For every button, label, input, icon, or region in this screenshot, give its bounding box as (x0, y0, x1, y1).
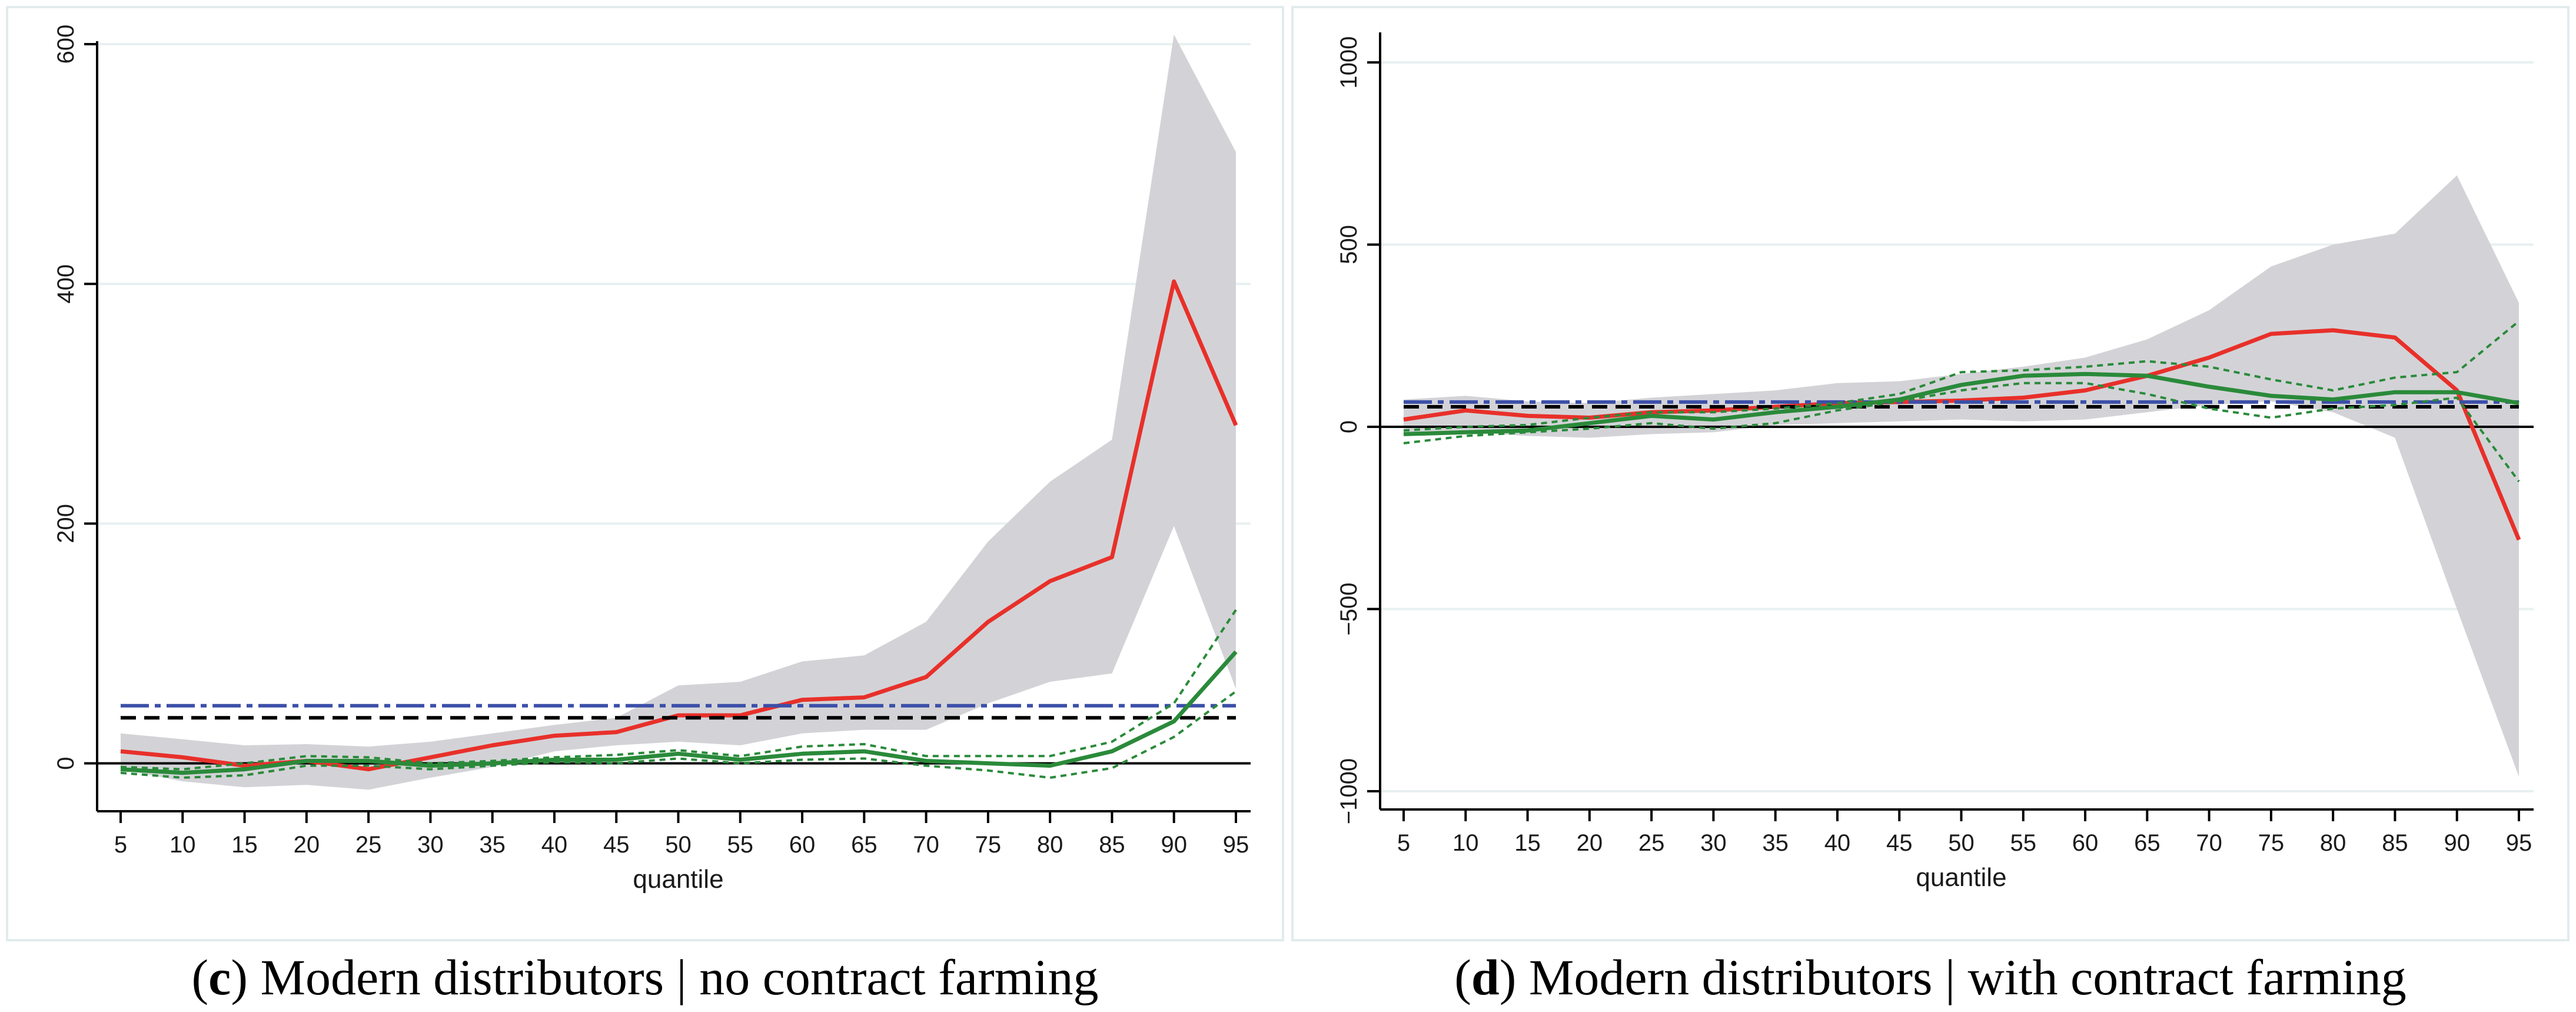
panel-d-frame (1291, 6, 2570, 941)
panel-d-caption: (d) Modern distributors | with contract … (1454, 949, 2407, 1006)
panel-d-y-tick-label: 1000 (1336, 36, 1362, 88)
panel-d-x-tick-label: 60 (2072, 830, 2099, 856)
panel-d-x-tick-label: 45 (1886, 830, 1913, 856)
panel-c-series-green-estimate (120, 650, 1238, 775)
panel-c-x-tick-label: 10 (169, 832, 196, 858)
panel-c-x-tick-label: 40 (541, 832, 568, 858)
panel-d-x-tick-label: 25 (1638, 830, 1665, 856)
panel-d-x-tick-label: 35 (1762, 830, 1789, 856)
panel-c-x-tick-label: 25 (355, 832, 382, 858)
panel-c-x-tick-label: 85 (1099, 832, 1125, 858)
panel-d-x-tick-label: 30 (1700, 830, 1727, 856)
panel-c-letter: c (208, 949, 231, 1006)
panel-c-x-tick-label: 60 (789, 832, 816, 858)
panel-c-series-green-upper-bound (120, 609, 1237, 771)
panel-d-y-tick-label: 500 (1336, 225, 1362, 264)
panel-d-plot: −1000 −500 0 500 1000 5 10 15 20 25 30 35 40 45 50 55 60… (1336, 32, 2534, 892)
panel-c-x-tick-label: 5 (114, 832, 127, 858)
panel-d-x-tick-label: 70 (2196, 830, 2222, 856)
panel-d-x-tick-label: 75 (2258, 830, 2285, 856)
panel-d-x-axis-title: quantile (1916, 863, 2006, 892)
panel-c-x-tick-label: 95 (1223, 832, 1249, 858)
panel-c-x-tick-label: 80 (1037, 832, 1063, 858)
panel-c-x-tick-label: 45 (603, 832, 630, 858)
panel-d-confidence-band (1404, 175, 2519, 777)
panel-c-plot: 0 200 400 600 5 10 15 20 25 30 35 40 45 50 55 60 65 70 75 8… (53, 25, 1251, 894)
panel-d-x-tick-label: 55 (2010, 830, 2037, 856)
panel-d-x-tick-label: 80 (2320, 830, 2346, 856)
panel-d-letter: d (1471, 949, 1500, 1006)
panel-d-caption-text: Modern distributors | with contract farm… (1528, 949, 2407, 1006)
panel-c-x-tick-label: 20 (294, 832, 320, 858)
panel-c-caption: (c) Modern distributors | no contract fa… (191, 949, 1099, 1006)
panel-d-y-tick-label: −1000 (1336, 758, 1362, 824)
panel-c-y-tick-label: 0 (53, 756, 79, 769)
panel-c-x-tick-label: 90 (1161, 832, 1187, 858)
panel-d-series-green-estimate (1403, 371, 2520, 436)
panel-d-y-tick-label: −500 (1336, 582, 1362, 635)
panel-d-x-tick-label: 5 (1397, 830, 1410, 856)
panel-d-x-tick-label: 40 (1824, 830, 1851, 856)
panel-c-x-tick-label: 35 (479, 832, 506, 858)
panel-c-x-tick-label: 70 (913, 832, 939, 858)
panel-d-series-green-upper-bound (1403, 320, 2520, 432)
panel-c-caption-text: Modern distributors | no contract farmin… (260, 949, 1099, 1006)
panel-d-x-tick-label: 65 (2134, 830, 2160, 856)
panel-c-x-tick-label: 65 (851, 832, 877, 858)
panel-d-x-tick-label: 10 (1452, 830, 1479, 856)
panel-d-y-tick-label: 0 (1336, 420, 1362, 433)
panel-c-x-tick-label: 75 (975, 832, 1002, 858)
panel-d-x-tick-label: 85 (2382, 830, 2408, 856)
panel-c-confidence-band (121, 34, 1236, 790)
panel-d-series-green-lower-bound (1403, 381, 2520, 483)
panel-c-x-tick-label: 50 (665, 832, 692, 858)
panel-c-y-tick-label: 200 (53, 504, 79, 543)
panel-c-x-axis-title: quantile (633, 865, 723, 894)
panel-c-y-tick-label: 600 (53, 25, 79, 64)
panel-d-x-tick-label: 20 (1577, 830, 1603, 856)
panel-c-y-tick-label: 400 (53, 264, 79, 304)
panel-c-x-tick-label: 30 (417, 832, 444, 858)
panel-d-x-tick-label: 15 (1514, 830, 1541, 856)
panel-d-x-tick-label: 95 (2506, 830, 2532, 856)
panel-c-x-tick-label: 55 (727, 832, 754, 858)
panel-d-x-tick-label: 90 (2444, 830, 2470, 856)
panel-c-x-tick-label: 15 (231, 832, 258, 858)
panel-d-x-tick-label: 50 (1948, 830, 1975, 856)
